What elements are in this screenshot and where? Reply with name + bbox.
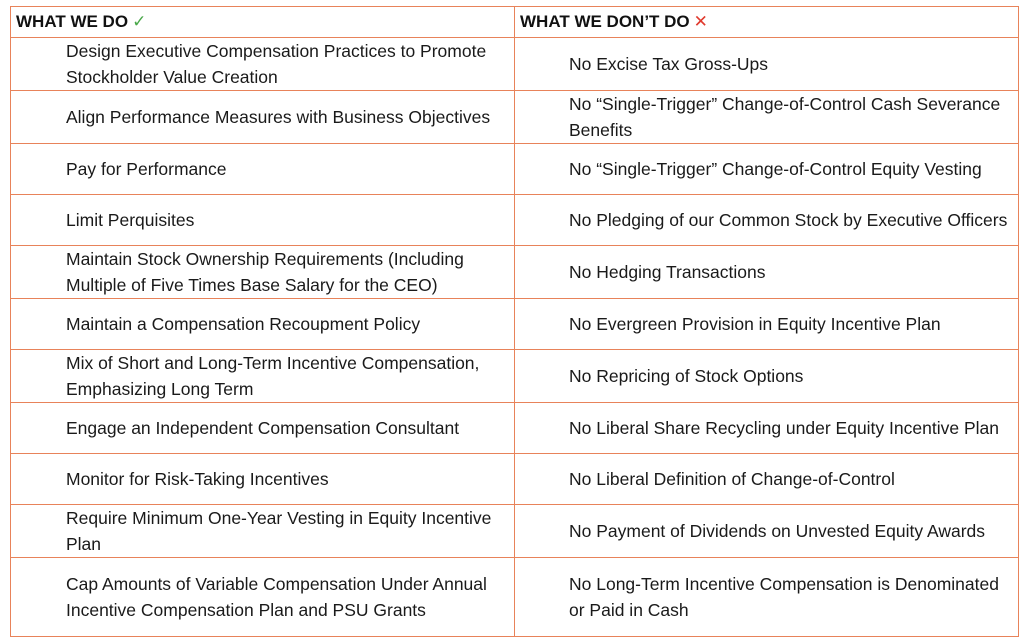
dont-item: No Excise Tax Gross-Ups xyxy=(514,37,1019,91)
do-item: Engage an Independent Compensation Consu… xyxy=(10,402,515,454)
do-item: Align Performance Measures with Business… xyxy=(10,90,515,144)
what-we-do-title: WHAT WE DO xyxy=(16,12,129,31)
do-item: Require Minimum One-Year Vesting in Equi… xyxy=(10,504,515,558)
dont-item: No Hedging Transactions xyxy=(514,245,1019,299)
dont-item: No Payment of Dividends on Unvested Equi… xyxy=(514,504,1019,558)
dont-item: No Long-Term Incentive Compensation is D… xyxy=(514,557,1019,637)
do-item: Limit Perquisites xyxy=(10,194,515,246)
dont-item: No “Single-Trigger” Change-of-Control Eq… xyxy=(514,143,1019,195)
dont-item: No Evergreen Provision in Equity Incenti… xyxy=(514,298,1019,350)
do-item: Maintain a Compensation Recoupment Polic… xyxy=(10,298,515,350)
table-row: Pay for Performance No “Single-Trigger” … xyxy=(10,143,1019,195)
do-item: Mix of Short and Long-Term Incentive Com… xyxy=(10,349,515,403)
what-we-dont-do-header: WHAT WE DON’T DO ✕ xyxy=(514,6,1019,38)
table-row: Align Performance Measures with Business… xyxy=(10,90,1019,144)
cross-icon: ✕ xyxy=(693,12,708,31)
table-row: Limit Perquisites No Pledging of our Com… xyxy=(10,194,1019,246)
dont-item: No Liberal Share Recycling under Equity … xyxy=(514,402,1019,454)
table-row: Maintain Stock Ownership Requirements (I… xyxy=(10,245,1019,299)
header-row: WHAT WE DO ✓ WHAT WE DON’T DO ✕ xyxy=(10,6,1019,38)
table-row: Mix of Short and Long-Term Incentive Com… xyxy=(10,349,1019,403)
table-row: Monitor for Risk-Taking Incentives No Li… xyxy=(10,453,1019,505)
table-row: Design Executive Compensation Practices … xyxy=(10,37,1019,91)
do-item: Pay for Performance xyxy=(10,143,515,195)
checkmark-icon: ✓ xyxy=(132,12,147,31)
table-row: Require Minimum One-Year Vesting in Equi… xyxy=(10,504,1019,558)
do-item: Cap Amounts of Variable Compensation Und… xyxy=(10,557,515,637)
do-item: Design Executive Compensation Practices … xyxy=(10,37,515,91)
do-item: Maintain Stock Ownership Requirements (I… xyxy=(10,245,515,299)
table-row: Maintain a Compensation Recoupment Polic… xyxy=(10,298,1019,350)
dont-item: No Pledging of our Common Stock by Execu… xyxy=(514,194,1019,246)
what-we-dont-do-title: WHAT WE DON’T DO xyxy=(520,12,690,31)
dont-item: No Repricing of Stock Options xyxy=(514,349,1019,403)
what-we-do-header: WHAT WE DO ✓ xyxy=(10,6,515,38)
table-row: Engage an Independent Compensation Consu… xyxy=(10,402,1019,454)
table-row: Cap Amounts of Variable Compensation Und… xyxy=(10,557,1019,637)
do-item: Monitor for Risk-Taking Incentives xyxy=(10,453,515,505)
practices-table: WHAT WE DO ✓ WHAT WE DON’T DO ✕ Design Exe… xyxy=(10,6,1019,637)
dont-item: No Liberal Definition of Change-of-Contr… xyxy=(514,453,1019,505)
dont-item: No “Single-Trigger” Change-of-Control Ca… xyxy=(514,90,1019,144)
